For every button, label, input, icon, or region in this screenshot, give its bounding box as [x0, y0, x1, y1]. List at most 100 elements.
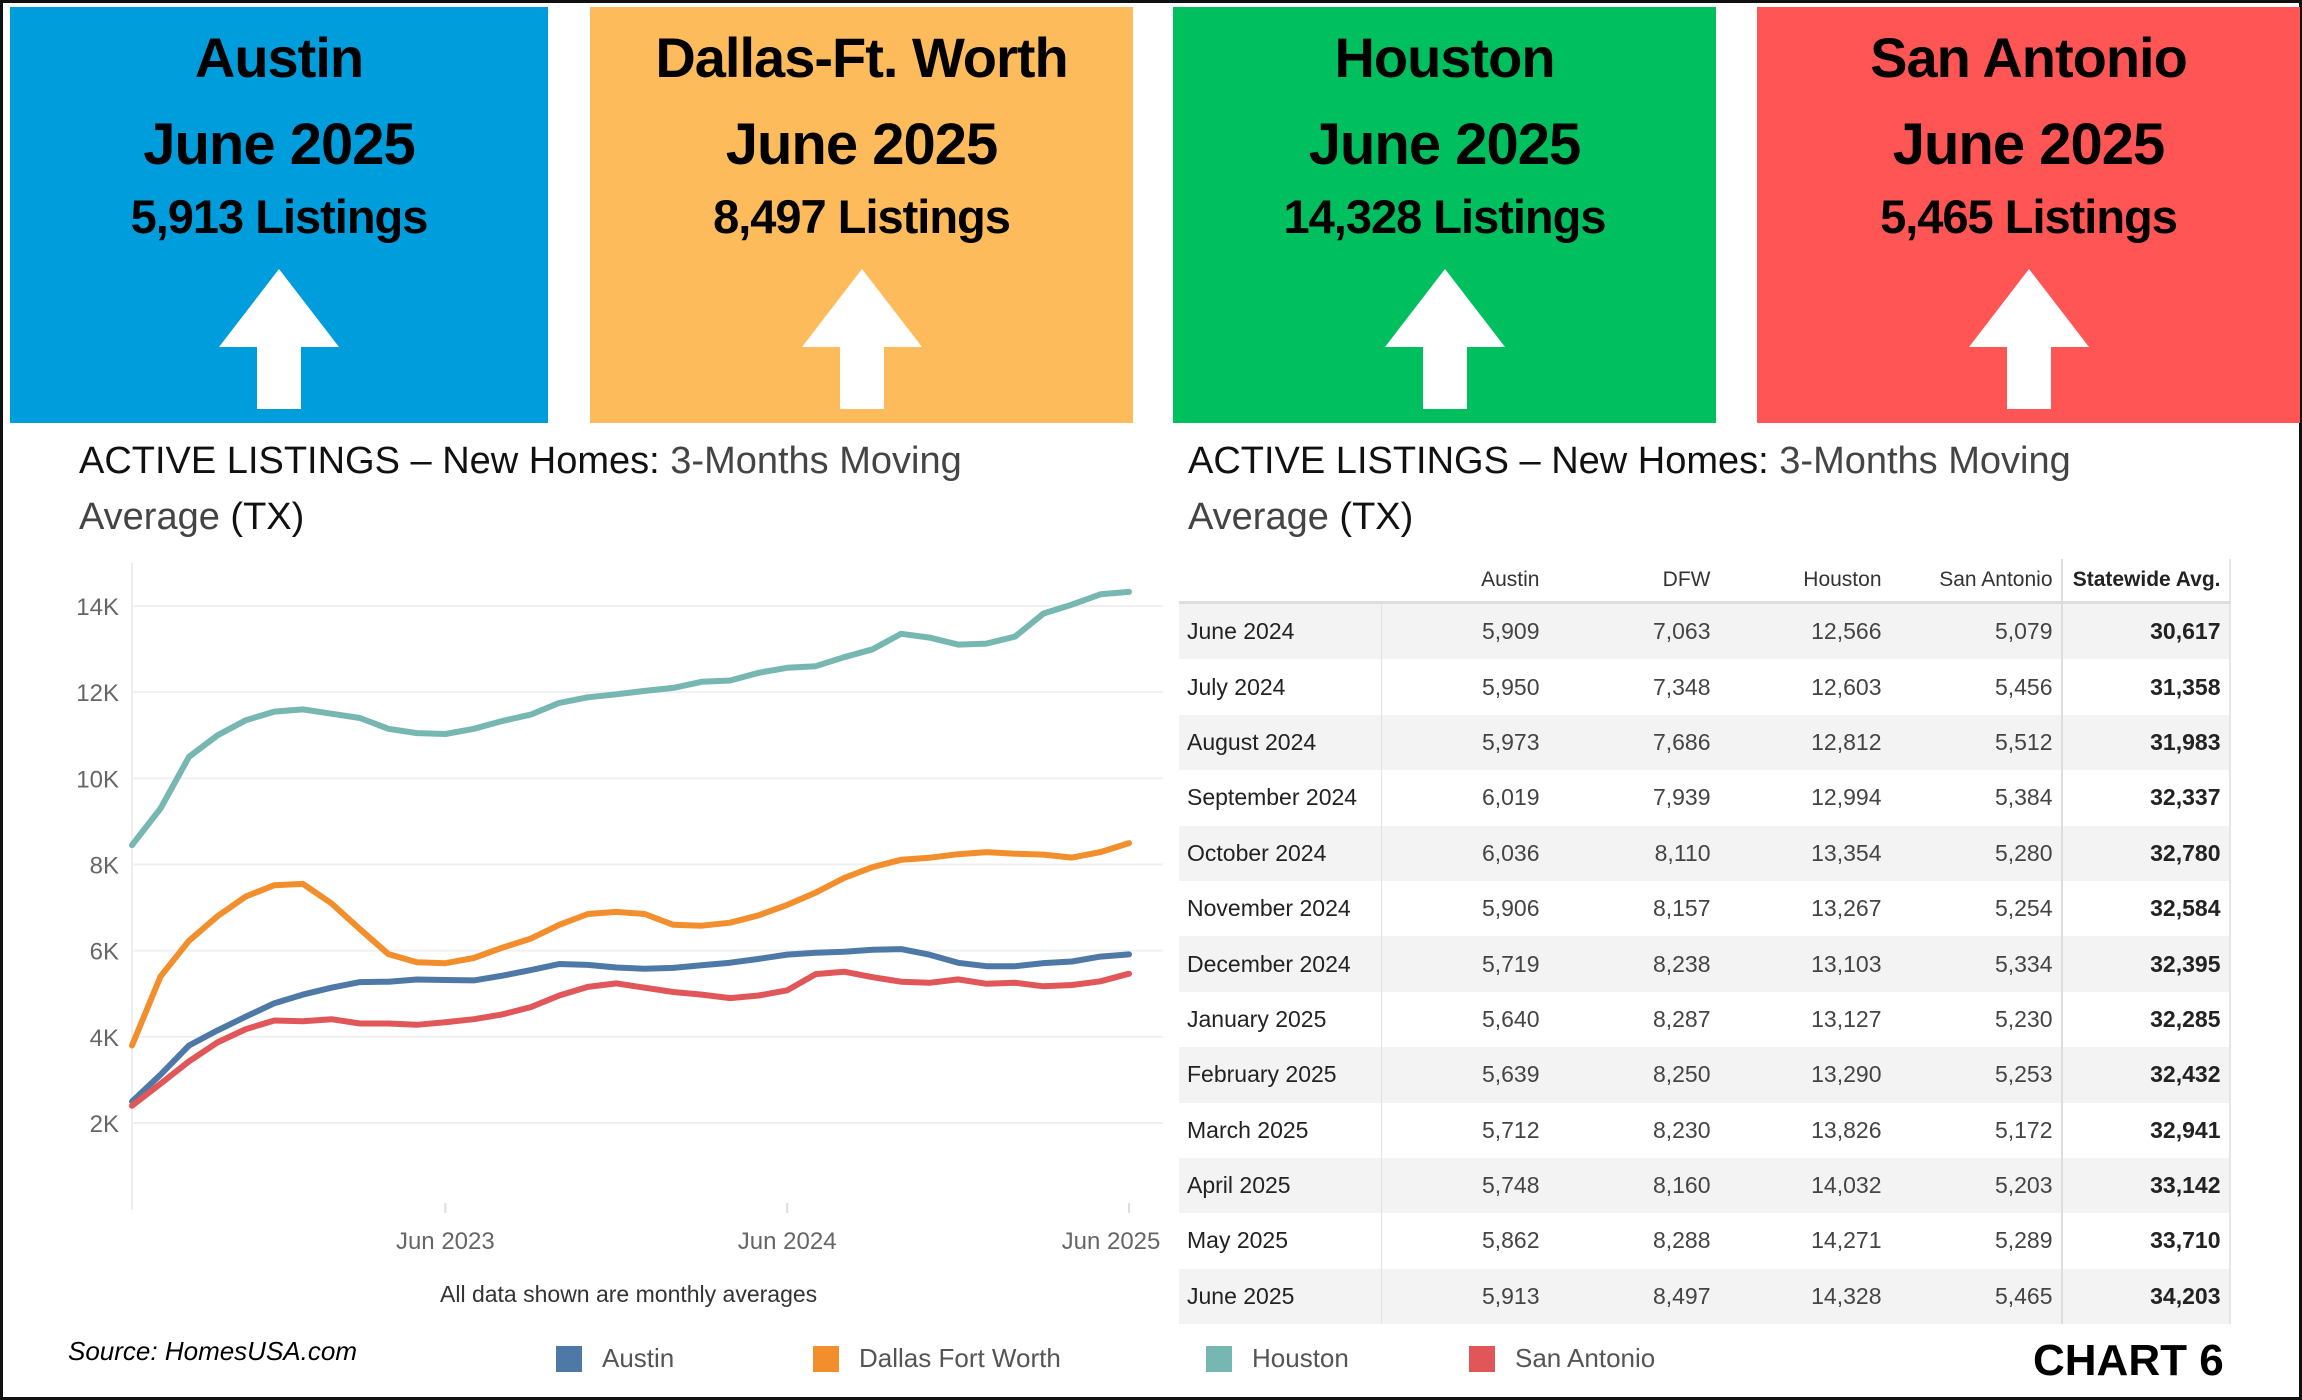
table-cell: 12,812 [1718, 714, 1890, 771]
y-tick-label: 8K [90, 853, 119, 880]
listing-count: 14,328 Listings [1283, 190, 1607, 243]
table-cell: 5,512 [1889, 714, 2062, 771]
city-name: San Antonio [1870, 26, 2188, 89]
table-cell: 8,160 [1547, 1157, 1719, 1214]
table-cell: 8,110 [1547, 825, 1719, 881]
table-cell: 8,250 [1547, 1047, 1719, 1103]
table-cell: 5,973 [1381, 714, 1548, 771]
y-tick-label: 12K [76, 680, 119, 707]
table-cell: 5,639 [1381, 1047, 1548, 1103]
table-cell: 31,358 [2060, 659, 2230, 715]
table-cell: 14,032 [1718, 1157, 1890, 1214]
table-cell: 32,941 [2060, 1102, 2230, 1158]
legend-swatch [556, 1345, 582, 1372]
column-header: Statewide Avg. [2060, 559, 2230, 604]
table-cell: July 2024 [1179, 659, 1382, 715]
chart-title: ACTIVE LISTINGS – New Homes: 3-Months Mo… [79, 440, 962, 538]
market-summary-card: Dallas-Ft. Worth June 2025 8,497 Listing… [590, 7, 1133, 423]
market-summary-card: San Antonio June 2025 5,465 Listings [1757, 7, 2300, 423]
y-tick-label: 6K [90, 939, 119, 966]
listing-count: 8,497 Listings [713, 190, 1011, 243]
table-cell: 5,334 [1889, 936, 2062, 992]
source-credit: Source: HomesUSA.com [68, 1336, 357, 1366]
table-cell: 13,354 [1718, 825, 1890, 881]
table-cell: 32,337 [2060, 770, 2230, 826]
table-cell: 5,950 [1481, 673, 1540, 700]
table-cell: 13,127 [1811, 1005, 1882, 1032]
series-line-dallas-fort-worth [129, 840, 1132, 1049]
table-cell: 12,566 [1718, 602, 1890, 660]
period-label: June 2025 [1308, 112, 1582, 177]
table-cell: 32,780 [2060, 825, 2230, 881]
table-cell: December 2024 [1179, 936, 1382, 992]
table-cell: June 2025 [1179, 1268, 1382, 1325]
table-cell: May 2025 [1179, 1213, 1382, 1269]
up-arrow-icon [219, 269, 339, 409]
up-arrow-icon [1968, 269, 2089, 409]
chart-note: All data shown are monthly averages [440, 1281, 818, 1307]
up-arrow-icon [801, 269, 922, 409]
table-row: June 2024 5,909 7,063 12,566 5,079 30,617 [1179, 602, 2230, 660]
table-row: May 2025 5,862 8,288 14,271 5,289 33,710 [1179, 1213, 2230, 1269]
period-label: June 2025 [1892, 112, 2166, 177]
table-cell: 5,913 [1381, 1268, 1548, 1325]
table-cell: 5,862 [1481, 1227, 1540, 1254]
table-row: April 2025 5,748 8,160 14,032 5,203 33,142 [1179, 1157, 2230, 1214]
period-label: June 2025 [725, 112, 999, 177]
table-cell: 13,826 [1811, 1116, 1882, 1143]
table-cell: 5,909 [1381, 602, 1548, 660]
table-row: July 2024 5,950 7,348 12,603 5,456 31,358 [1179, 659, 2230, 715]
table-cell: April 2025 [1179, 1157, 1382, 1214]
table-cell: 5,253 [1889, 1047, 2062, 1103]
table-cell: 5,640 [1481, 1005, 1540, 1032]
table-cell: 5,230 [1994, 1005, 2053, 1032]
table-cell: September 2024 [1179, 770, 1382, 826]
legend-label: Dallas Fort Worth [859, 1343, 1061, 1373]
table-cell: November 2024 [1179, 880, 1382, 937]
table-cell: 5,712 [1481, 1116, 1540, 1143]
period-label: June 2025 [143, 112, 416, 177]
y-tick-label: 4K [90, 1025, 119, 1052]
table-cell: 5,719 [1381, 936, 1548, 992]
table-cell: 5,254 [1994, 895, 2053, 922]
table-cell: 8,287 [1652, 1005, 1711, 1032]
table-row: August 2024 5,973 7,686 12,812 5,512 31,983 [1179, 714, 2230, 771]
table-cell: February 2025 [1179, 1047, 1382, 1103]
table-row: February 2025 5,639 8,250 13,290 5,253 32,432 [1179, 1047, 2230, 1103]
legend-label: San Antonio [1515, 1343, 1656, 1373]
listing-count: 5,913 Listings [130, 190, 429, 243]
series-line-san-antonio [129, 968, 1132, 1109]
table-cell: 30,617 [2060, 602, 2230, 660]
x-tick-label: Jun 2024 [738, 1228, 837, 1255]
table-cell: 7,063 [1547, 602, 1719, 660]
table-cell: 5,203 [1889, 1157, 2062, 1214]
table-cell: 31,983 [2060, 714, 2230, 771]
table-cell: 5,384 [1994, 784, 2053, 811]
table-cell: March 2025 [1179, 1102, 1382, 1158]
legend-swatch [813, 1345, 839, 1372]
table-cell: 32,432 [2060, 1047, 2230, 1103]
column-header [1179, 559, 1382, 604]
column-header: Austin [1381, 559, 1548, 604]
y-tick-label: 14K [76, 594, 119, 621]
table-cell: 6,019 [1481, 784, 1540, 811]
market-summary-card: Houston June 2025 14,328 Listings [1173, 7, 1716, 423]
table-cell: 32,395 [2060, 936, 2230, 992]
legend-item: Austin [556, 1343, 674, 1374]
legend-item: Dallas Fort Worth [813, 1343, 1061, 1374]
chart-number: CHART 6 [2033, 1336, 2224, 1385]
table-cell: 7,686 [1547, 714, 1719, 771]
table-cell: 8,157 [1652, 895, 1711, 922]
column-header: DFW [1547, 559, 1719, 604]
table-cell: 13,267 [1811, 895, 1882, 922]
listing-count: 5,465 Listings [1880, 190, 2178, 243]
y-tick-label: 10K [76, 766, 119, 793]
table-cell: 5,280 [1889, 825, 2062, 881]
legend-item: Houston [1206, 1343, 1349, 1374]
legend-label: Houston [1252, 1343, 1349, 1373]
table-cell: October 2024 [1179, 825, 1382, 881]
table-cell: 14,271 [1811, 1227, 1882, 1254]
table-cell: 5,748 [1381, 1157, 1548, 1214]
table-row: October 2024 6,036 8,110 13,354 5,280 32,780 [1179, 825, 2230, 881]
city-name: Austin [194, 26, 364, 89]
